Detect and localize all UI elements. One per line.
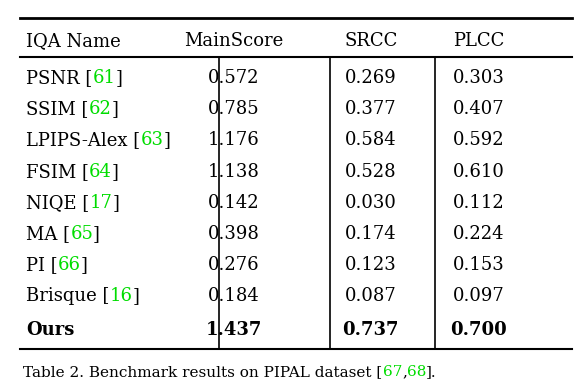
- Text: 68: 68: [407, 365, 426, 379]
- Text: 0.700: 0.700: [450, 321, 507, 339]
- Text: 0.184: 0.184: [208, 287, 259, 305]
- Text: FSIM [: FSIM [: [26, 163, 89, 181]
- Text: 0.142: 0.142: [208, 194, 259, 212]
- Text: ]: ]: [116, 69, 123, 87]
- Text: ]: ]: [133, 287, 140, 305]
- Text: Ours: Ours: [26, 321, 75, 339]
- Text: NIQE [: NIQE [: [26, 194, 89, 212]
- Text: LPIPS-Alex [: LPIPS-Alex [: [26, 131, 140, 149]
- Text: 0.528: 0.528: [345, 163, 397, 181]
- Text: 66: 66: [58, 256, 81, 274]
- Text: 0.174: 0.174: [345, 225, 397, 243]
- Text: 0.269: 0.269: [345, 69, 397, 87]
- Text: SRCC: SRCC: [344, 32, 398, 50]
- Text: 0.377: 0.377: [345, 100, 397, 118]
- Text: ,: ,: [402, 365, 407, 379]
- Text: 0.123: 0.123: [345, 256, 397, 274]
- Text: 64: 64: [89, 163, 112, 181]
- Text: 1.176: 1.176: [208, 131, 259, 149]
- Text: ]: ]: [112, 163, 119, 181]
- Text: ]: ]: [81, 256, 88, 274]
- Text: 0.584: 0.584: [345, 131, 397, 149]
- Text: 0.592: 0.592: [453, 131, 505, 149]
- Text: ]: ]: [164, 131, 171, 149]
- Text: 0.572: 0.572: [208, 69, 259, 87]
- Text: 1.437: 1.437: [206, 321, 262, 339]
- Text: PSNR [: PSNR [: [26, 69, 92, 87]
- Text: 0.737: 0.737: [343, 321, 399, 339]
- Text: 16: 16: [110, 287, 133, 305]
- Text: 65: 65: [70, 225, 93, 243]
- Text: 0.097: 0.097: [453, 287, 505, 305]
- Text: Table 2. Benchmark results on PIPAL dataset [: Table 2. Benchmark results on PIPAL data…: [23, 365, 383, 379]
- Text: 0.087: 0.087: [345, 287, 397, 305]
- Text: 0.112: 0.112: [453, 194, 505, 212]
- Text: 67: 67: [383, 365, 402, 379]
- Text: ].: ].: [426, 365, 437, 379]
- Text: 0.153: 0.153: [453, 256, 505, 274]
- Text: 0.785: 0.785: [208, 100, 259, 118]
- Text: 17: 17: [89, 194, 112, 212]
- Text: 0.407: 0.407: [453, 100, 505, 118]
- Text: 63: 63: [140, 131, 164, 149]
- Text: ]: ]: [93, 225, 100, 243]
- Text: 0.276: 0.276: [208, 256, 259, 274]
- Text: IQA Name: IQA Name: [26, 32, 121, 50]
- Text: 0.224: 0.224: [453, 225, 505, 243]
- Text: 1.138: 1.138: [208, 163, 259, 181]
- Text: MainScore: MainScore: [184, 32, 283, 50]
- Text: 0.030: 0.030: [345, 194, 397, 212]
- Text: 0.398: 0.398: [208, 225, 259, 243]
- Text: PI [: PI [: [26, 256, 58, 274]
- Text: SSIM [: SSIM [: [26, 100, 89, 118]
- Text: 0.610: 0.610: [453, 163, 505, 181]
- Text: 62: 62: [89, 100, 112, 118]
- Text: MA [: MA [: [26, 225, 70, 243]
- Text: Brisque [: Brisque [: [26, 287, 110, 305]
- Text: ]: ]: [112, 100, 119, 118]
- Text: PLCC: PLCC: [453, 32, 505, 50]
- Text: 61: 61: [92, 69, 116, 87]
- Text: 0.303: 0.303: [453, 69, 505, 87]
- Text: ]: ]: [112, 194, 119, 212]
